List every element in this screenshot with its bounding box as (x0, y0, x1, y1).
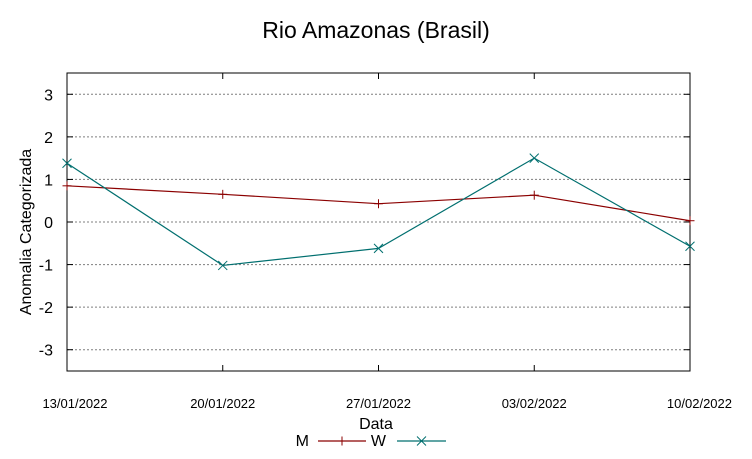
legend-label: M (296, 433, 309, 450)
x-axis-label: Data (359, 416, 393, 433)
legend-item-W: W (371, 433, 446, 450)
data-point-M (62, 181, 72, 191)
y-tick-label: 2 (44, 130, 53, 147)
x-axis-ticks: 13/01/2022 20/01/2022 27/01/2022 03/02/2022… (42, 73, 732, 411)
legend-marker (416, 436, 427, 446)
data-point-W (62, 158, 72, 169)
x-tick-label: 27/01/2022 (346, 396, 411, 411)
data-point-W (373, 243, 384, 254)
y-axis-label: Anomalia Categorizada (18, 149, 35, 315)
legend-marker (337, 436, 347, 446)
data-point-M (685, 216, 695, 226)
legend-item-M: M (296, 433, 366, 450)
data-point-W (685, 241, 695, 252)
x-tick-label: 20/01/2022 (190, 396, 255, 411)
y-axis-ticks: -3 -2 -1 0 1 2 3 (39, 87, 690, 360)
data-point-M (218, 189, 228, 199)
y-tick-label: 3 (44, 87, 53, 104)
series-lines (62, 153, 695, 271)
legend-label: W (371, 433, 387, 450)
x-tick-label: 03/02/2022 (502, 396, 567, 411)
data-point-W (217, 260, 228, 271)
data-point-M (529, 190, 539, 200)
y-tick-label: 1 (44, 172, 53, 189)
x-tick-label: 10/02/2022 (667, 396, 732, 411)
y-tick-label: -1 (39, 258, 53, 275)
y-tick-label: -3 (39, 343, 53, 360)
data-point-M (374, 199, 383, 209)
y-tick-label: -2 (39, 300, 53, 317)
grid-lines (67, 93, 690, 351)
data-point-W (529, 153, 540, 163)
chart-title: Rio Amazonas (Brasil) (262, 17, 490, 43)
x-tick-label: 13/01/2022 (42, 396, 107, 411)
series-line-W (66, 157, 691, 267)
y-tick-label: 0 (44, 215, 53, 232)
